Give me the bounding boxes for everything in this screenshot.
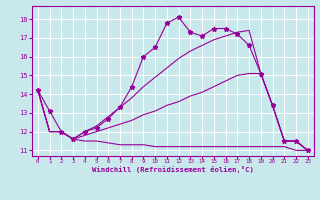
- X-axis label: Windchill (Refroidissement éolien,°C): Windchill (Refroidissement éolien,°C): [92, 166, 254, 173]
